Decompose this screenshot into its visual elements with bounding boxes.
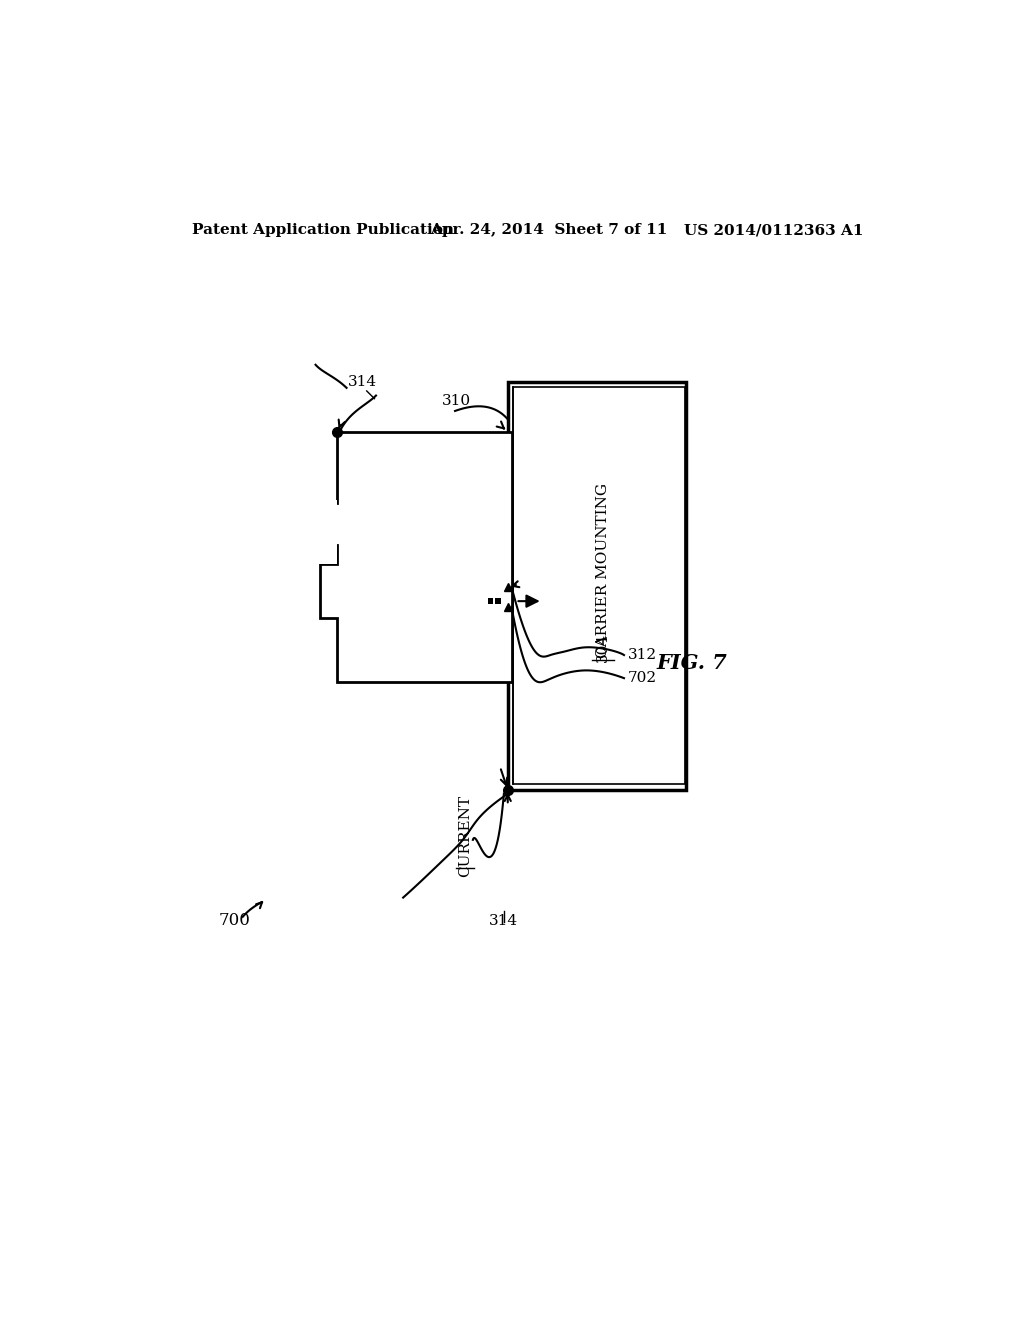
Bar (508, 381, 686, 789)
Polygon shape (321, 432, 512, 682)
Bar (513, 387, 685, 784)
Bar (319, 525, 337, 545)
Text: 302: 302 (400, 560, 432, 577)
Text: 304: 304 (596, 632, 610, 661)
Text: 314: 314 (347, 375, 377, 389)
Text: 310: 310 (442, 393, 471, 408)
Text: CARRIER MOUNTING: CARRIER MOUNTING (596, 483, 610, 657)
Bar (496, 598, 501, 603)
Text: Patent Application Publication: Patent Application Publication (191, 223, 454, 238)
Text: HEAT: HEAT (438, 594, 482, 609)
Text: 314: 314 (489, 913, 518, 928)
Text: US 2014/0112363 A1: US 2014/0112363 A1 (684, 223, 864, 238)
Bar (319, 500, 337, 564)
Bar (487, 598, 493, 603)
Text: 702: 702 (628, 671, 657, 685)
Text: FIG. 7: FIG. 7 (656, 653, 728, 673)
Text: LASER CHIP: LASER CHIP (361, 541, 471, 557)
Text: 312: 312 (628, 648, 657, 661)
Text: 700: 700 (219, 912, 251, 929)
Text: Apr. 24, 2014  Sheet 7 of 11: Apr. 24, 2014 Sheet 7 of 11 (430, 223, 668, 238)
Text: CURRENT: CURRENT (458, 795, 472, 876)
